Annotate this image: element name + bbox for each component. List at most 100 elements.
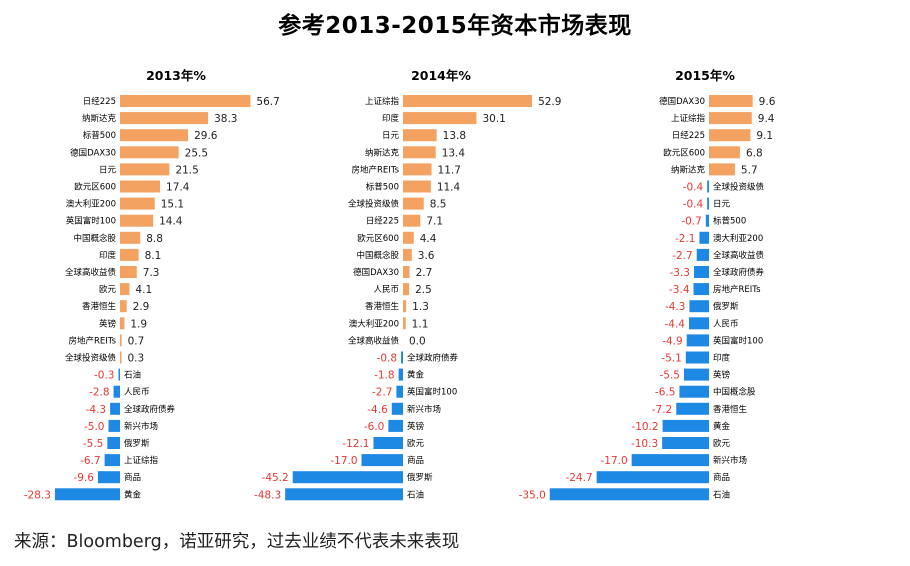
value-label: 11.4 [437,182,461,194]
value-label: 38.3 [214,113,237,125]
value-label: -4.9 [662,335,683,347]
category-label: 俄罗斯 [407,472,433,483]
category-label: 欧元区600 [357,233,399,244]
value-label: 25.5 [185,147,208,159]
bar-positive [120,129,189,142]
category-label: 标普500 [713,216,746,227]
category-label: 全球政府债券 [407,353,459,364]
value-label: -5.0 [84,421,105,433]
category-label: 上证综指 [365,96,400,107]
value-label: 7.1 [426,216,443,228]
value-label: 2.5 [415,284,432,296]
category-label: 商品 [407,455,424,466]
category-label: 石油 [713,489,730,500]
value-label: 0.3 [128,353,145,365]
bar-negative [707,180,709,193]
value-label: -5.5 [659,370,680,382]
bar-positive [403,248,412,261]
bar-positive [120,231,141,244]
value-label: 0.0 [409,335,426,347]
category-label: 新兴市场 [407,404,441,415]
category-label: 澳大利亚200 [66,199,116,210]
value-label: 8.8 [146,233,163,245]
category-label: 印度 [713,353,731,364]
bar-positive [403,317,406,330]
value-label: 13.8 [443,130,466,142]
source-note: 来源：Bloomberg，诺亚研究，过去业绩不代表未来表现 [14,532,460,552]
value-label: 9.1 [756,130,773,142]
category-label: 全球投资级债 [713,182,765,193]
category-label: 英镑 [99,318,117,329]
value-label: 9.4 [758,113,775,125]
value-label: -17.0 [330,455,357,467]
category-label: 中国概念股 [73,233,116,244]
bar-positive [120,334,122,347]
value-label: 2.7 [416,267,433,279]
value-label: 21.5 [175,164,198,176]
bar-positive [709,129,751,142]
value-label: -4.3 [86,404,107,416]
category-label: 商品 [124,472,141,483]
category-label: 新兴市场 [124,421,158,432]
category-label: 黄金 [407,370,425,381]
category-label: 人民币 [373,285,399,295]
panel-title-2: 2014年% [411,68,471,83]
bar-positive [120,266,137,278]
value-label: -7.2 [652,404,673,416]
category-label: 欧元区600 [74,182,116,193]
bar-positive [120,214,154,227]
bar-positive [120,283,130,296]
category-label: 德国DAX30 [659,96,705,107]
category-label: 俄罗斯 [713,301,739,312]
value-label: 52.9 [538,96,561,108]
value-label: -3.3 [669,267,690,279]
value-label: -6.5 [655,387,676,399]
category-label: 人民币 [124,388,150,398]
category-label: 澳大利亚200 [349,318,399,329]
bar-negative [696,248,709,261]
value-label: 11.7 [438,164,461,176]
value-label: 29.6 [194,130,218,142]
bar-negative [97,471,120,484]
bar-positive [403,163,432,176]
bar-positive [120,197,155,210]
value-label: -6.0 [364,421,385,433]
category-label: 日经225 [83,96,116,107]
value-label: 7.3 [143,267,160,279]
category-label: 欧元 [713,438,731,449]
bar-positive [403,112,477,125]
category-label: 商品 [713,472,730,483]
bar-positive [403,129,437,142]
category-label: 石油 [124,370,141,381]
value-label: 13.4 [442,147,466,159]
category-label: 印度 [99,250,117,261]
bar-negative [705,214,709,227]
value-label: -2.7 [672,250,693,262]
value-label: -28.3 [24,489,51,501]
category-label: 英镑 [713,370,731,381]
value-label: 6.8 [746,147,763,159]
bar-negative [693,283,709,296]
bar-negative [110,402,120,415]
value-label: -4.6 [367,404,388,416]
value-label: -1.8 [374,370,395,382]
bar-negative [373,437,403,449]
category-label: 房地产REITs [352,164,400,175]
value-label: 3.6 [418,250,435,262]
bar-positive [403,266,410,278]
bar-positive [120,351,122,364]
value-label: -9.6 [73,472,94,484]
bar-positive [120,180,161,193]
category-label: 日元 [99,165,117,175]
value-label: 17.4 [166,182,190,194]
category-label: 全球投资级债 [65,353,117,364]
value-label: -6.7 [80,455,101,467]
category-label: 德国DAX30 [70,147,116,158]
bar-negative [662,437,709,449]
category-label: 上证综指 [124,455,159,466]
bar-negative [54,488,120,501]
bar-negative [693,266,709,278]
bar-negative [549,488,709,501]
value-label: 30.1 [482,113,505,125]
